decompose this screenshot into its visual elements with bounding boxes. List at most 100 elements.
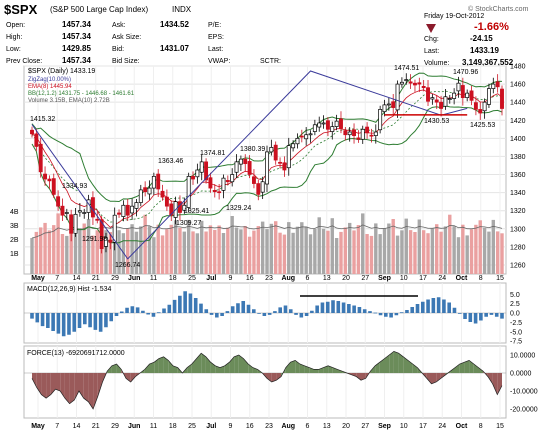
date-tick-label: 20 [342,423,350,430]
volume-bar [256,226,260,274]
date-tick-label: 8 [479,423,483,430]
macd-bar [119,311,124,313]
macd-bar [230,306,235,313]
candle-body [378,109,383,131]
date-tick-label: 10 [400,275,408,282]
pe-label: P/E: [208,22,222,29]
volume-bar [295,226,300,274]
candle-body [195,169,200,178]
price-overlays [31,70,468,260]
date-tick-label: 7 [55,423,59,430]
legend-ema: EMA(8) 1445.94 [28,84,72,90]
volume-bar [426,233,430,274]
volume-bar [208,225,213,274]
volume-bar [456,237,461,274]
candle-body [460,85,465,99]
macd-bar [209,313,214,315]
force-segment [295,360,300,373]
volume-bar [347,222,352,274]
candle-body [304,134,309,140]
quote-date: Friday 19-Oct-2012 [424,13,485,20]
macd-bar [473,313,478,324]
force-segment [60,373,65,399]
volume-bar [278,232,282,274]
volume-bar [108,232,113,274]
price-label-1309: 1309.27 [176,220,201,227]
candle-body [208,177,213,189]
date-tick-label: 21 [92,275,100,282]
date-tick-label: 16 [246,275,254,282]
macd-bar [457,313,462,314]
macd-bar [415,304,420,313]
candle-body [99,219,104,250]
candle-body [125,204,130,216]
volume-bar [173,220,178,274]
macd-tick-label: -2.5 [510,320,522,327]
macd-bar [251,309,256,313]
volume-bar [30,238,34,274]
candle-body [299,135,304,138]
force-segment [408,360,413,373]
force-segment [398,353,404,373]
candle-body [38,143,43,173]
candle-body [73,213,78,234]
candle-body [260,181,265,193]
macd-bar [452,307,457,313]
bid-value: 1431.07 [160,44,189,53]
candle-body [447,98,452,100]
price-tick-label: 1360 [510,172,526,179]
macd-bar [104,313,108,328]
date-tick-label: 16 [246,423,254,430]
volume-bar [252,230,256,274]
candle-body [491,83,496,89]
date-tick-label: May [31,423,45,430]
candle-body [56,196,61,207]
force-segment [290,360,296,373]
candle-body [212,189,217,193]
macd-bar [141,310,145,313]
volume-bar [374,223,378,274]
candle-body [95,218,100,221]
date-tick-label: 13 [323,423,331,430]
sctr-label: SCTR: [260,58,281,65]
volume-bar [130,224,134,274]
macd-bar [352,305,356,313]
volume-bar [139,226,143,274]
candle-body [151,175,156,189]
force-segment [168,360,173,373]
price-tick-label: 1320 [510,208,526,215]
force-segment [149,362,155,373]
percent-change: -1.66% [474,21,509,33]
candle-body [265,151,269,185]
volume-bar [382,228,387,274]
date-tick-label: 25 [188,423,196,430]
candle-body [469,90,474,101]
force-segment [412,364,418,373]
candle-body [465,92,470,99]
volume-bar [461,224,465,274]
low-label: Low: [6,46,21,53]
volume-bar [34,231,39,274]
candle-body [34,133,39,147]
force-segment [492,373,498,395]
macd-bar [162,308,166,313]
macd-bar [310,310,314,313]
candle-body [404,79,409,81]
macd-bar [347,304,351,313]
macd-bar [442,299,446,313]
force-segment [384,355,390,373]
volume-bar [387,223,391,274]
volume-bar [191,231,195,274]
macd-bar [357,307,362,313]
volume-bar [474,224,478,274]
candles [30,73,504,254]
macd-bar [215,313,219,318]
macd-bar [278,307,283,313]
candle-body [421,85,426,89]
macd-bar [468,313,473,322]
force-segment [469,360,474,373]
volume-bar [448,214,452,274]
candle-body [64,212,69,214]
volume-bar [239,229,243,274]
force-segment [464,360,470,373]
